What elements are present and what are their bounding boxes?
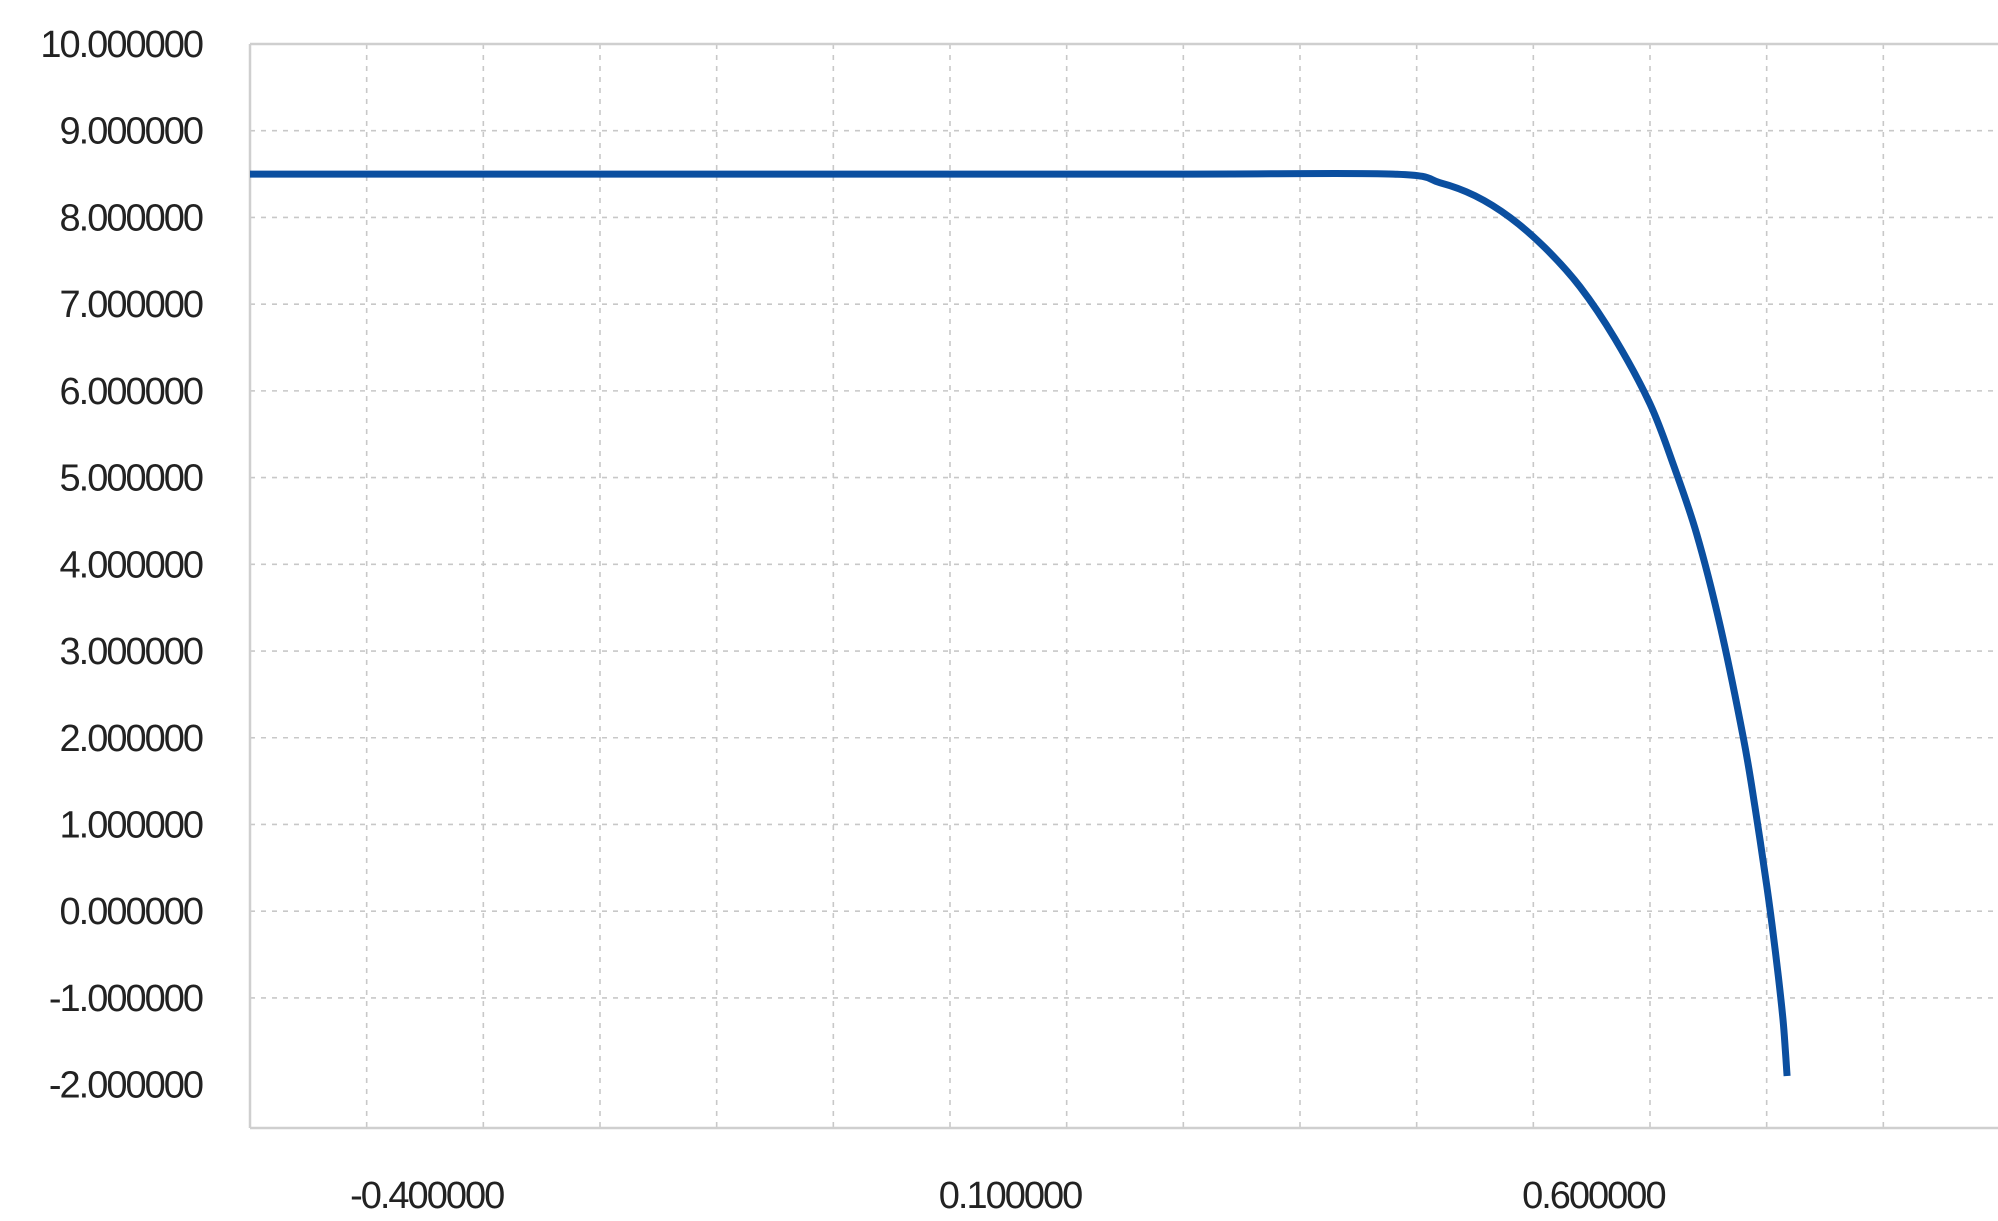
y-tick-label: 3.000000 [60, 631, 203, 673]
y-tick-label: 9.000000 [60, 111, 203, 153]
series-line-0 [250, 169, 1791, 1077]
y-axis-tick-labels: 10.000000 9.000000 8.000000 7.000000 6.00000… [40, 24, 205, 1107]
y-tick-label: 2.000000 [60, 718, 203, 760]
y-tick-label: 0.000000 [60, 891, 203, 933]
y-tick-label: -2.000000 [49, 1065, 203, 1107]
y-tick-label: 6.000000 [60, 371, 203, 413]
y-tick-label: 8.000000 [60, 197, 203, 239]
x-tick-label: 0.600000 [1522, 1175, 1665, 1217]
plot-frame [248, 42, 1998, 1130]
x-tick-label: 0.100000 [939, 1175, 1082, 1217]
x-axis-tick-labels: -0.400000 0.100000 0.600000 [350, 1175, 1667, 1217]
y-tick-label: 10.000000 [40, 24, 202, 66]
grid-layer [250, 43, 1998, 1128]
series-layer [250, 169, 1791, 1077]
x-tick-label: -0.400000 [350, 1175, 504, 1217]
y-tick-label: 1.000000 [60, 804, 203, 846]
y-tick-label: 5.000000 [60, 458, 203, 500]
y-tick-label: 7.000000 [60, 284, 203, 326]
y-tick-label: 4.000000 [60, 544, 203, 586]
y-tick-label: -1.000000 [49, 978, 203, 1020]
